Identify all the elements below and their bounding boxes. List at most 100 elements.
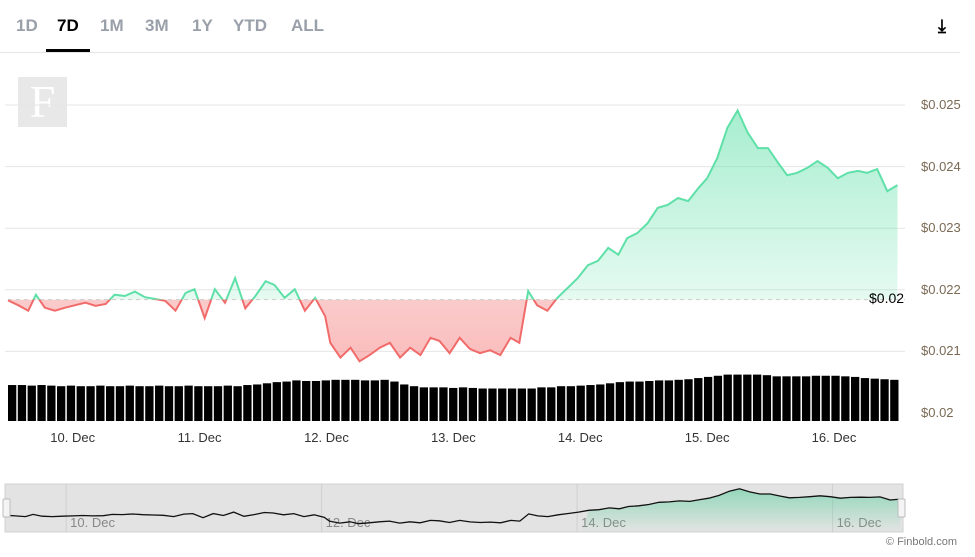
volume-bar (850, 376, 860, 421)
x-tick-label: 11. Dec (177, 430, 222, 445)
x-tick-label: 14. Dec (557, 430, 603, 445)
volume-bar (821, 375, 830, 421)
navigator-handle[interactable] (897, 498, 906, 518)
volume-bar (409, 386, 419, 421)
volume-bar (370, 380, 379, 421)
volume-bar (47, 385, 56, 421)
volume-bar (439, 387, 448, 421)
volume-bar (96, 385, 105, 421)
tab-1m[interactable]: 1M (100, 16, 124, 35)
volume-bar (86, 386, 95, 421)
volume-bar (135, 386, 144, 421)
volume-bar (37, 385, 46, 421)
volume-bar (645, 380, 654, 421)
volume-bar (625, 381, 634, 421)
volume-bar (321, 380, 330, 421)
volume-bar (811, 375, 821, 421)
price-line-down (7, 299, 558, 363)
volume-bar (507, 388, 517, 421)
volume-bar (664, 380, 674, 421)
volume-bar (262, 383, 272, 421)
price-line-up (8, 108, 899, 300)
volume-bar (213, 386, 223, 421)
finbold-logo: F (18, 77, 67, 127)
volume-bar (360, 380, 370, 421)
volume-bar (890, 379, 899, 421)
volume-bar (772, 376, 781, 421)
volume-bar (478, 388, 487, 421)
x-tick-label: 16. Dec (811, 430, 857, 445)
volume-bar (223, 385, 232, 421)
volume-bar (145, 386, 154, 421)
volume-bar (782, 376, 791, 421)
x-tick-label: 12. Dec (304, 430, 349, 445)
tab-ytd[interactable]: YTD (233, 16, 267, 35)
download-arrow-icon[interactable]: ⤓ (938, 16, 946, 36)
volume-bar (155, 385, 164, 421)
volume-bar (174, 386, 183, 421)
tab-1y[interactable]: 1Y (192, 16, 213, 35)
tab-3m[interactable]: 3M (145, 16, 169, 35)
volume-bar (272, 382, 281, 421)
volume-bar (880, 379, 889, 421)
volume-bar (57, 386, 66, 421)
timeframe-tabs: 1D 7D 1M 3M 1Y YTD ALL ⤓ (0, 0, 960, 53)
tab-all[interactable]: ALL (291, 16, 325, 35)
volume-bar (194, 386, 203, 421)
volume-bar (654, 380, 664, 421)
volume-bar (76, 386, 85, 421)
volume-bar (870, 378, 879, 421)
navigator-handle[interactable] (2, 498, 11, 518)
price-area-up (8, 110, 898, 300)
volume-bar (458, 387, 468, 421)
volume-bar (282, 381, 291, 421)
x-tick-label: 15. Dec (684, 430, 730, 445)
volume-bar (596, 384, 605, 421)
volume-bar (125, 385, 134, 421)
navigator-tick-label: 10. Dec (70, 515, 115, 530)
volume-bar (27, 385, 36, 421)
volume-bar (400, 384, 409, 421)
volume-bar (449, 387, 458, 421)
volume-bar (331, 379, 340, 421)
volume-bar (576, 385, 585, 421)
volume-bar (743, 374, 752, 421)
volume-bar (841, 376, 850, 421)
volume-bar (292, 380, 301, 421)
price-area-down (8, 299, 556, 362)
volume-bar (635, 381, 644, 421)
tab-7d[interactable]: 7D (57, 16, 79, 35)
volume-bar (302, 380, 311, 421)
volume-bar (468, 387, 478, 421)
volume-bar (801, 376, 811, 421)
volume-bar (429, 387, 438, 421)
volume-bar (674, 379, 683, 421)
active-tab-indicator (46, 49, 90, 52)
volume-bar (762, 375, 772, 421)
logo-letter: F (29, 76, 56, 127)
volume-bar (733, 374, 742, 421)
credit-text: © Finbold.com (885, 536, 957, 548)
volume-bar (537, 387, 546, 421)
volume-bar (517, 388, 527, 421)
volume-bar (703, 376, 713, 421)
y-tick-label: $0.023 (921, 220, 961, 236)
volume-bar (341, 379, 350, 421)
x-tick-label: 13. Dec (430, 430, 476, 445)
volume-bar (311, 380, 321, 421)
volume-bar (498, 388, 507, 421)
volume-bar (713, 375, 723, 421)
volume-bar (615, 382, 625, 421)
navigator-area (581, 488, 901, 532)
y-tick-label: $0.021 (921, 343, 961, 359)
volume-bar (351, 379, 360, 421)
volume-bar (684, 379, 693, 421)
volume-bar (17, 385, 27, 421)
tab-1d[interactable]: 1D (16, 16, 38, 35)
volume-bar (694, 378, 703, 421)
volume-bar (488, 388, 497, 421)
volume-bar (233, 386, 242, 421)
volume-bar (115, 386, 125, 421)
